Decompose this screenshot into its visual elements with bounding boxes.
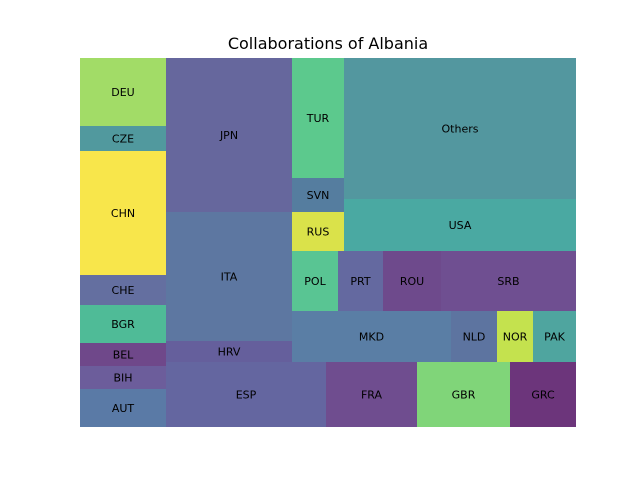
tile-label-deu: DEU <box>111 86 134 99</box>
tile-che <box>80 275 166 305</box>
tile-gbr <box>417 362 510 427</box>
tile-label-tur: TUR <box>306 112 330 125</box>
tile-deu <box>80 58 166 126</box>
tile-label-mkd: MKD <box>359 331 384 344</box>
tile-label-gbr: GBR <box>452 389 476 402</box>
tile-label-che: CHE <box>112 284 135 297</box>
tile-srb <box>441 251 576 311</box>
tile-label-bih: BIH <box>113 372 132 385</box>
tile-label-hrv: HRV <box>218 346 241 359</box>
tile-label-grc: GRC <box>531 389 555 402</box>
tile-tur <box>292 58 344 178</box>
tile-label-fra: FRA <box>361 389 383 402</box>
tile-jpn <box>166 58 292 212</box>
tile-label-others: Others <box>442 123 479 136</box>
tile-fra <box>326 362 417 427</box>
tile-cze <box>80 126 166 151</box>
tile-label-aut: AUT <box>112 402 135 415</box>
tile-nld <box>451 311 497 362</box>
tile-label-bgr: BGR <box>111 318 135 331</box>
tile-label-chn: CHN <box>111 207 135 220</box>
tile-usa <box>344 199 576 251</box>
tile-nor <box>497 311 533 362</box>
chart-title: Collaborations of Albania <box>228 34 428 53</box>
tile-mkd <box>292 311 451 362</box>
tile-label-svn: SVN <box>307 189 330 202</box>
tile-hrv <box>166 341 292 362</box>
tile-label-jpn: JPN <box>219 129 238 142</box>
tile-ita <box>166 212 292 341</box>
tile-rus <box>292 212 344 251</box>
tile-svn <box>292 178 344 212</box>
tile-label-bel: BEL <box>113 349 134 362</box>
tile-label-nld: NLD <box>463 331 486 344</box>
treemap-tiles: DEU CZE CHN CHE BGR BEL BIH AUT JPN ITA HRV ESP TUR S… <box>80 58 576 427</box>
tile-grc <box>510 362 576 427</box>
tile-label-srb: SRB <box>497 275 519 288</box>
tile-label-rus: RUS <box>307 226 330 239</box>
tile-rou <box>383 251 441 311</box>
tile-pol <box>292 251 338 311</box>
tile-pak <box>533 311 576 362</box>
tile-label-usa: USA <box>449 219 472 232</box>
tile-esp <box>166 362 326 427</box>
tile-aut <box>80 389 166 427</box>
tile-label-cze: CZE <box>112 133 134 146</box>
tile-bih <box>80 366 166 389</box>
tile-label-prt: PRT <box>350 275 370 288</box>
tile-bel <box>80 343 166 366</box>
tile-prt <box>338 251 383 311</box>
tile-label-rou: ROU <box>400 275 424 288</box>
tile-label-nor: NOR <box>503 331 528 344</box>
tile-label-esp: ESP <box>236 389 257 402</box>
tile-others <box>344 58 576 199</box>
tile-label-pak: PAK <box>544 331 565 344</box>
tile-label-pol: POL <box>304 275 326 288</box>
tile-label-ita: ITA <box>221 271 238 284</box>
tile-bgr <box>80 305 166 343</box>
tile-chn <box>80 151 166 275</box>
